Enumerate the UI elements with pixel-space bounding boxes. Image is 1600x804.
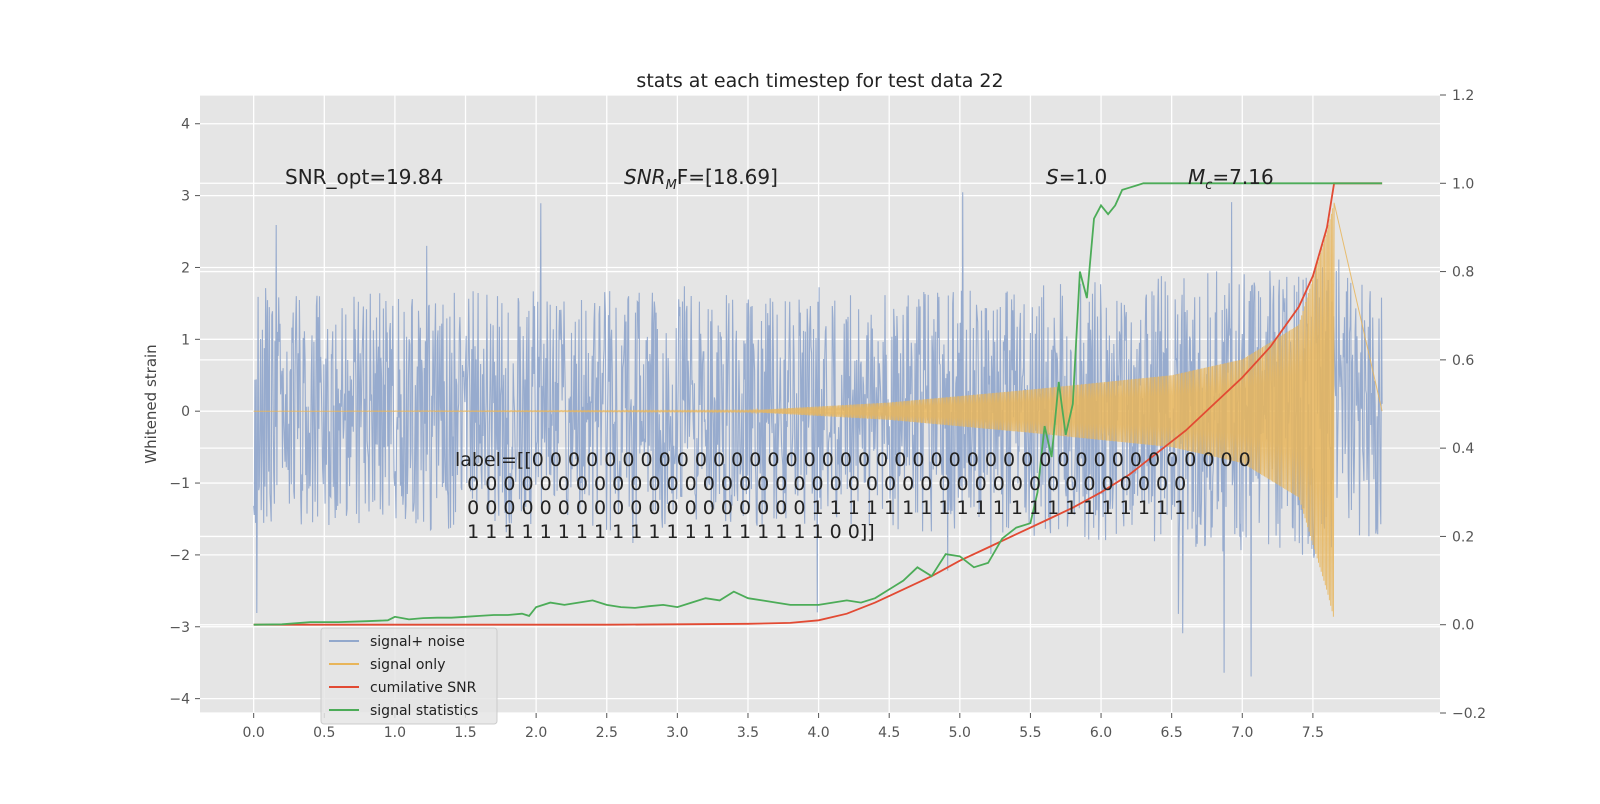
snr-opt-annotation: SNR_opt=19.84 [285, 165, 443, 189]
y-tick-label: 0 [181, 404, 190, 420]
x-tick-label: 4.0 [807, 725, 829, 741]
mc-value: =7.16 [1212, 165, 1273, 189]
mc-annotation: Mc=7.16 [1188, 165, 1274, 193]
y-axis-label: Whitened strain [142, 344, 160, 463]
y-tick-label: −2 [169, 548, 190, 564]
y-tick-label: −1 [169, 476, 190, 492]
y2-tick-label: 0.2 [1452, 529, 1474, 545]
legend-label-signal-statistics: signal statistics [370, 703, 478, 719]
snr-mf-annotation: SNRMF=[18.69] [624, 165, 778, 193]
x-tick-label: 4.5 [878, 725, 900, 741]
legend-box [320, 627, 498, 725]
y2-tick-label: 1.0 [1452, 176, 1474, 192]
x-tick-label: 0.0 [243, 725, 265, 741]
y-tick-label: −4 [169, 692, 190, 708]
label-line-1: label=[[0 0 0 0 0 0 0 0 0 0 0 0 0 0 0 0 … [455, 449, 1251, 471]
x-tick-label: 7.5 [1302, 725, 1324, 741]
label-annotation: label=[[0 0 0 0 0 0 0 0 0 0 0 0 0 0 0 0 … [455, 449, 1251, 543]
snr-mf-label: SNR [624, 165, 666, 189]
label-line-2: 0 0 0 0 0 0 0 0 0 0 0 0 0 0 0 0 0 0 0 0 … [455, 473, 1186, 495]
cumulative-snr-line [253, 182, 1383, 626]
x-tick-label: 0.5 [313, 725, 335, 741]
y-tick-label: −3 [169, 620, 190, 636]
y2-tick-label: 0.8 [1452, 265, 1474, 281]
snr-mf-value: F=[18.69] [677, 165, 778, 189]
chart-title: stats at each timestep for test data 22 [636, 70, 1003, 92]
x-tick-label: 5.5 [1019, 725, 1041, 741]
ticks: 0.0 0.5 1.0 1.5 2.0 2.5 3.0 3.5 4.0 4.5 5.0 5.5 6.0 6… [169, 88, 1486, 741]
x-tick-label: 1.5 [454, 725, 476, 741]
y-tick-label: 4 [181, 117, 190, 133]
label-line-3: 0 0 0 0 0 0 0 0 0 0 0 0 0 0 0 0 0 0 0 1 … [455, 497, 1186, 519]
x-tick-label: 2.5 [596, 725, 618, 741]
legend-label-signal-only: signal only [370, 657, 445, 673]
s-annotation: S=1.0 [1046, 165, 1107, 189]
mc-label: M [1188, 165, 1205, 189]
y2-tick-label: 0.4 [1452, 441, 1474, 457]
series-layer [253, 182, 1383, 677]
label-line-4: 1 1 1 1 1 1 1 1 1 1 1 1 1 1 1 1 1 1 1 1 … [455, 521, 875, 543]
signal-noise-line [253, 192, 1383, 677]
legend-label-cumulative-snr: cumilative SNR [370, 680, 477, 696]
x-tick-label: 2.0 [525, 725, 547, 741]
y-tick-label: 2 [181, 260, 190, 276]
y-tick-label: 3 [181, 189, 190, 205]
signal-statistics-line [253, 182, 1383, 626]
y2-tick-label: −0.2 [1452, 706, 1486, 722]
y2-tick-label: 0.6 [1452, 353, 1474, 369]
x-tick-label: 7.0 [1231, 725, 1253, 741]
x-tick-label: 3.5 [737, 725, 759, 741]
x-tick-label: 5.0 [949, 725, 971, 741]
signal-only-line [253, 202, 1383, 617]
y2-tick-label: 0.0 [1452, 618, 1474, 634]
s-label: S [1046, 165, 1059, 189]
x-tick-label: 6.0 [1090, 725, 1112, 741]
legend: signal+ noise signal only cumilative SNR… [320, 627, 498, 725]
legend-label-signal-noise: signal+ noise [370, 634, 465, 650]
x-tick-label: 1.0 [384, 725, 406, 741]
snr-mf-subscript: M [666, 178, 677, 193]
y-tick-label: 1 [181, 332, 190, 348]
s-value: =1.0 [1059, 165, 1108, 189]
x-tick-label: 6.5 [1161, 725, 1183, 741]
mc-subscript: c [1205, 178, 1212, 193]
x-tick-label: 3.0 [666, 725, 688, 741]
y2-tick-label: 1.2 [1452, 88, 1474, 104]
